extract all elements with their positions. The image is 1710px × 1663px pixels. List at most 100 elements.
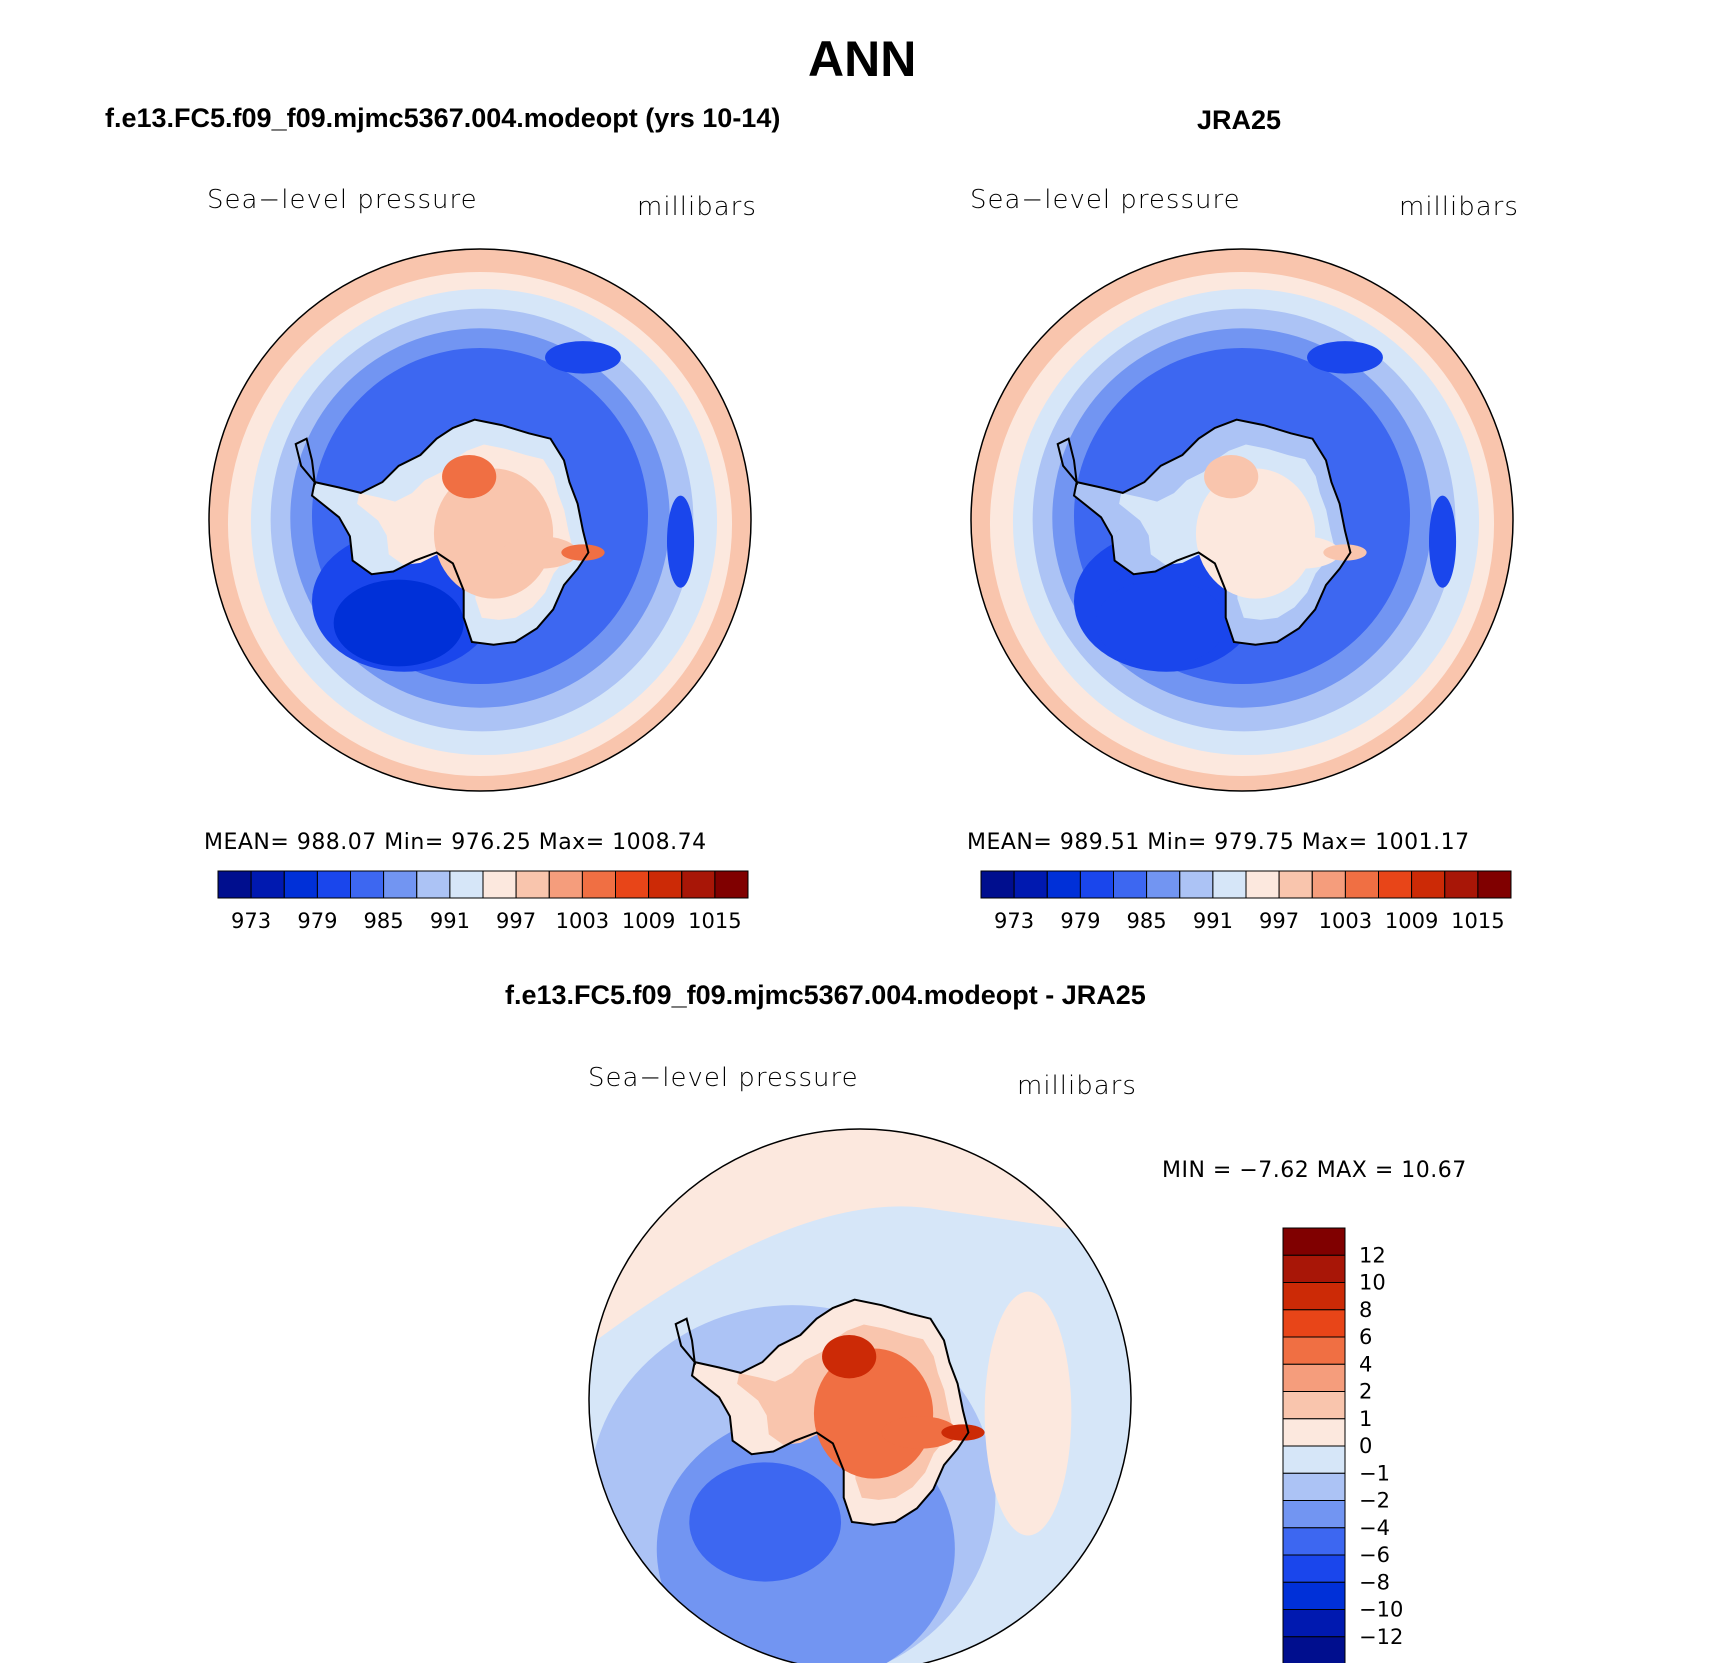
colorbar-swatch <box>1282 1472 1346 1502</box>
colorbar-swatch <box>250 870 285 899</box>
colorbar-tick-label: 1 <box>1359 1407 1372 1431</box>
colorbar-tick-label: 973 <box>994 909 1034 933</box>
pressure-diff-low <box>689 1462 842 1582</box>
colorbar-tick-label: 10 <box>1359 1271 1386 1295</box>
map-sea-level-pressure-model <box>208 248 752 792</box>
map-fill <box>209 249 751 791</box>
antarctic-peninsula-coastline <box>1056 437 1079 486</box>
colorbar-swatch <box>316 870 351 899</box>
colorbar-swatch <box>1113 870 1148 899</box>
colorbar-swatch <box>1477 870 1512 899</box>
stats-diff: MIN = −7.62 MAX = 10.67 <box>1162 1158 1467 1183</box>
colorbar-tick-label: 0 <box>1359 1434 1372 1458</box>
ice-sheet-peak <box>822 1334 877 1379</box>
map-border <box>208 248 752 792</box>
panel-title-diff: f.e13.FC5.f09_f09.mjmc5367.004.modeopt -… <box>505 980 1146 1010</box>
colorbar-swatch <box>548 870 583 899</box>
units-label-diff: millibars <box>1017 1071 1137 1101</box>
colorbar-swatch <box>1282 1282 1346 1311</box>
colorbar-swatch <box>1282 1609 1346 1638</box>
colorbar-swatch <box>1378 870 1413 899</box>
panel-title-model: f.e13.FC5.f09_f09.mjmc5367.004.modeopt (… <box>105 103 781 133</box>
colorbar-tick-label: 1015 <box>1451 909 1504 933</box>
colorbar-tick-label: 4 <box>1359 1352 1372 1376</box>
colorbar-model: 973 979 985 991 997 1003 1009 1015 <box>217 870 749 933</box>
pressure-low-amundsen <box>1095 579 1226 667</box>
stats-model: MEAN= 988.07 Min= 976.25 Max= 1008.74 <box>204 830 707 855</box>
pressure-low-east <box>1428 495 1457 588</box>
colorbar-swatch <box>1282 1254 1346 1284</box>
colorbar-swatch <box>1278 870 1313 899</box>
colorbar-swatch <box>350 870 385 899</box>
colorbar-tick-label: 973 <box>231 909 271 933</box>
variable-label-diff: Sea−level pressure <box>588 1063 859 1093</box>
variable-label-obs: Sea−level pressure <box>970 185 1241 215</box>
colorbar-tick-label: −6 <box>1359 1543 1390 1567</box>
antarctic-peninsula-coastline <box>294 437 317 486</box>
colorbar-tick-label: 1009 <box>1385 909 1438 933</box>
colorbar-swatch <box>980 870 1015 899</box>
colorbar-swatch <box>416 870 451 899</box>
antarctica-coastline <box>690 1298 970 1526</box>
map-fill <box>589 1129 1131 1663</box>
colorbar-swatch <box>217 870 252 899</box>
colorbar-swatch <box>1212 870 1247 899</box>
colorbar-swatch <box>482 870 517 899</box>
colorbar-swatch <box>1282 1309 1346 1338</box>
colorbar-tick-label: 1015 <box>688 909 741 933</box>
colorbar-tick-label: 8 <box>1359 1298 1372 1322</box>
ice-sheet-peak <box>1204 454 1259 499</box>
colorbar-swatch <box>1013 870 1048 899</box>
colorbar-swatch <box>1146 870 1181 899</box>
units-label-obs: millibars <box>1399 192 1519 222</box>
colorbar-swatch <box>449 870 484 899</box>
colorbar-swatch <box>1444 870 1479 899</box>
map-sea-level-pressure-obs <box>970 248 1514 792</box>
colorbar-swatch <box>1179 870 1214 899</box>
colorbar-swatch <box>383 870 418 899</box>
colorbar-tick-label: 997 <box>1259 909 1299 933</box>
colorbar-tick-label: −10 <box>1359 1598 1403 1622</box>
panel-title-obs: JRA25 <box>1197 105 1282 135</box>
colorbar-swatch <box>648 870 683 899</box>
units-label-model: millibars <box>637 192 757 222</box>
colorbar-swatch <box>1282 1527 1346 1556</box>
colorbar-swatch <box>1282 1363 1346 1393</box>
colorbar-swatch <box>1282 1445 1346 1474</box>
colorbar-swatch <box>1282 1336 1346 1365</box>
colorbar-tick-label: 12 <box>1359 1243 1386 1267</box>
colorbar-swatch <box>1282 1418 1346 1447</box>
colorbar-tick-label: −2 <box>1359 1489 1390 1513</box>
pressure-diff-east-high <box>984 1291 1072 1536</box>
colorbar-swatch <box>1344 870 1380 899</box>
antarctica-coastline <box>1072 418 1352 646</box>
colorbar-tick-label: 979 <box>297 909 337 933</box>
colorbar-tick-label: 991 <box>1193 909 1233 933</box>
colorbar-swatch <box>1282 1391 1346 1420</box>
map-border <box>970 248 1514 792</box>
colorbar-swatch <box>1046 870 1081 899</box>
ice-sheet-peak-east <box>941 1424 985 1441</box>
colorbar-swatch <box>1282 1227 1346 1256</box>
colorbar-obs: 973 979 985 991 997 1003 1009 1015 <box>980 870 1512 933</box>
colorbar-swatch <box>283 870 318 899</box>
ice-sheet-high-east <box>881 1416 958 1449</box>
colorbar-swatch <box>1282 1500 1346 1529</box>
pressure-low-amundsen <box>333 579 464 667</box>
ice-sheet-high-east <box>1263 536 1340 569</box>
colorbar-swatch <box>714 870 749 899</box>
colorbar-swatch <box>1245 870 1280 899</box>
colorbar-swatch <box>615 870 650 899</box>
colorbar-swatch <box>1282 1581 1346 1611</box>
colorbar-tick-label: 1003 <box>556 909 609 933</box>
colorbar-swatch <box>681 870 716 899</box>
colorbar-swatch <box>1311 870 1346 899</box>
colorbar-tick-label: 1003 <box>1319 909 1372 933</box>
colorbar-tick-label: 985 <box>364 909 404 933</box>
pressure-low-indian <box>1307 341 1383 374</box>
map-fill <box>971 249 1513 791</box>
colorbar-tick-label: −1 <box>1359 1461 1390 1485</box>
colorbar-tick-label: 979 <box>1060 909 1100 933</box>
ice-sheet-peak-east <box>561 544 605 561</box>
